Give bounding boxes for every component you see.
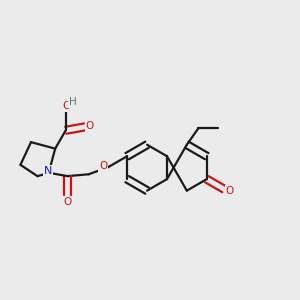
Text: O: O [226,186,234,196]
Text: O: O [86,121,94,131]
Text: O: O [99,161,107,171]
Text: N: N [44,166,52,176]
Text: O: O [62,101,70,111]
Text: H: H [69,97,77,107]
Text: O: O [63,197,72,207]
